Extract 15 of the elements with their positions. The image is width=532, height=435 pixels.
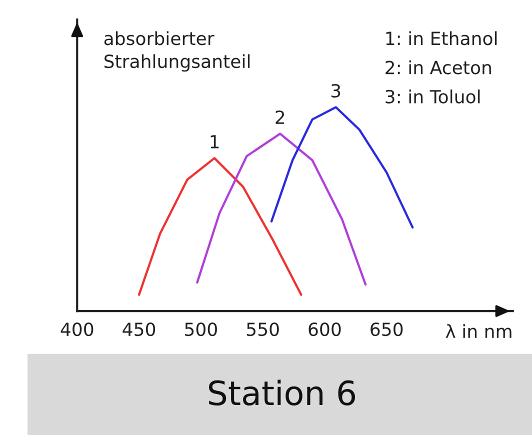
- series-label: 3: [331, 84, 340, 98]
- x-tick-label: 500: [185, 322, 217, 336]
- y-axis-title: absorbierter Strahlungsanteil: [104, 31, 250, 72]
- series-label: 2: [276, 110, 284, 124]
- series-label: 1: [210, 135, 219, 148]
- text: 2: in Aceton: [386, 60, 491, 74]
- x-tick-label: 450: [122, 322, 156, 336]
- x-axis-title: λ in nm: [446, 324, 512, 338]
- x-tick-label: 650: [370, 322, 403, 336]
- x-tick-label: 550: [246, 322, 279, 336]
- text: Station 6: [209, 380, 356, 406]
- x-tick-label: 400: [60, 322, 94, 336]
- text: 3: in Toluol: [386, 90, 480, 104]
- x-tick-label: 600: [308, 322, 341, 336]
- text: 1: in Ethanol: [386, 31, 497, 46]
